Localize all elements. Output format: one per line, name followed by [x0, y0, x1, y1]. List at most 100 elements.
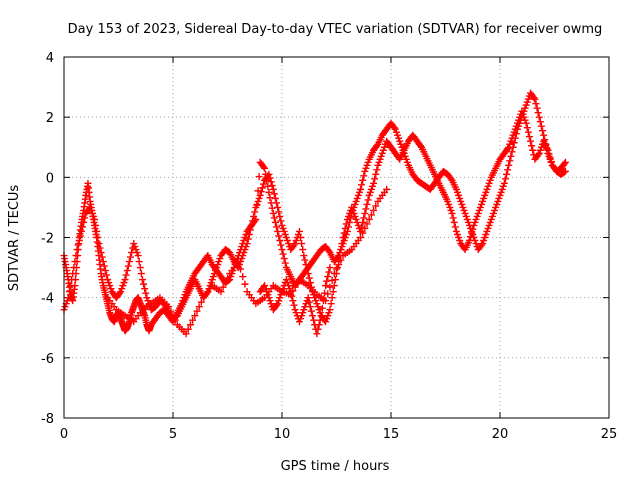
- data-point: [361, 209, 369, 217]
- data-point: [356, 234, 364, 241]
- data-point: [287, 288, 295, 296]
- data-point: [266, 174, 274, 182]
- data-point: [265, 170, 273, 178]
- data-point: [318, 304, 326, 312]
- data-point: [522, 119, 530, 127]
- data-point: [258, 184, 266, 192]
- data-point: [390, 124, 398, 132]
- data-point: [500, 179, 508, 187]
- data-point: [331, 276, 339, 284]
- data-point: [121, 276, 129, 284]
- data-point: [325, 247, 333, 255]
- data-point: [525, 133, 533, 141]
- data-point: [134, 252, 142, 260]
- data-point: [309, 312, 317, 320]
- data-point: [531, 95, 539, 103]
- data-point: [341, 224, 349, 232]
- data-point: [281, 259, 289, 267]
- data-point: [270, 190, 278, 198]
- data-point: [182, 330, 190, 338]
- data-point: [370, 206, 378, 214]
- data-point: [268, 204, 276, 212]
- x-tick-label: 5: [169, 427, 177, 442]
- data-point: [361, 224, 369, 232]
- data-point: [275, 208, 283, 216]
- y-tick-label: -8: [41, 412, 54, 427]
- data-point: [273, 301, 281, 309]
- data-point: [124, 262, 132, 270]
- data-point: [319, 297, 327, 305]
- y-tick-label: 2: [46, 111, 54, 126]
- data-point: [96, 244, 104, 252]
- data-point: [65, 288, 73, 296]
- data-point: [219, 283, 227, 291]
- data-point: [256, 191, 264, 199]
- data-point: [95, 240, 103, 248]
- data-point: [241, 280, 249, 288]
- data-point: [523, 124, 531, 132]
- data-point: [97, 249, 105, 257]
- data-point: [302, 261, 310, 269]
- data-point: [503, 170, 511, 178]
- data-point: [373, 142, 381, 150]
- data-point: [125, 258, 133, 266]
- series-track-c: [104, 185, 391, 338]
- data-point: [224, 274, 231, 282]
- data-point: [243, 240, 251, 248]
- data-point: [246, 226, 254, 234]
- data-point: [359, 176, 367, 184]
- data-point: [330, 270, 338, 278]
- data-point: [338, 240, 346, 248]
- data-point: [508, 148, 516, 156]
- data-point: [276, 237, 284, 245]
- data-point: [171, 316, 179, 324]
- data-point: [524, 128, 532, 136]
- data-point: [100, 262, 108, 270]
- data-point: [71, 258, 79, 266]
- data-point: [79, 223, 87, 231]
- data-point: [545, 150, 553, 158]
- data-point: [244, 235, 252, 243]
- data-point: [447, 175, 455, 183]
- series-track-d: [256, 264, 334, 338]
- data-point: [297, 234, 305, 241]
- data-point: [544, 146, 552, 154]
- data-point: [234, 258, 242, 266]
- data-point: [101, 267, 109, 275]
- data-point: [467, 233, 475, 241]
- data-point: [251, 208, 259, 216]
- data-point: [465, 237, 473, 245]
- data-point: [506, 157, 514, 165]
- data-point: [371, 175, 379, 183]
- data-point: [142, 289, 150, 297]
- data-point: [259, 180, 267, 188]
- data-point: [322, 282, 330, 290]
- data-point: [468, 229, 476, 237]
- data-point: [217, 288, 225, 296]
- data-point: [195, 303, 203, 311]
- data-point: [305, 298, 313, 306]
- data-point: [91, 215, 99, 223]
- data-point: [278, 246, 286, 254]
- data-point: [560, 168, 568, 176]
- data-point: [289, 297, 297, 305]
- data-point: [271, 194, 279, 202]
- data-point: [534, 151, 542, 159]
- data-point: [259, 163, 267, 171]
- data-point: [80, 218, 88, 226]
- data-point: [239, 273, 247, 281]
- chart-title: Day 153 of 2023, Sidereal Day-to-day VTE…: [68, 22, 603, 37]
- data-point: [279, 250, 287, 258]
- data-point: [328, 276, 336, 284]
- data-point: [250, 212, 258, 220]
- data-point: [383, 185, 391, 193]
- data-point: [237, 265, 245, 273]
- data-point: [92, 221, 100, 229]
- data-point: [221, 279, 229, 287]
- data-point: [291, 283, 299, 291]
- data-point: [165, 303, 173, 311]
- data-point: [324, 290, 332, 298]
- data-point: [528, 142, 536, 150]
- data-point: [307, 307, 315, 315]
